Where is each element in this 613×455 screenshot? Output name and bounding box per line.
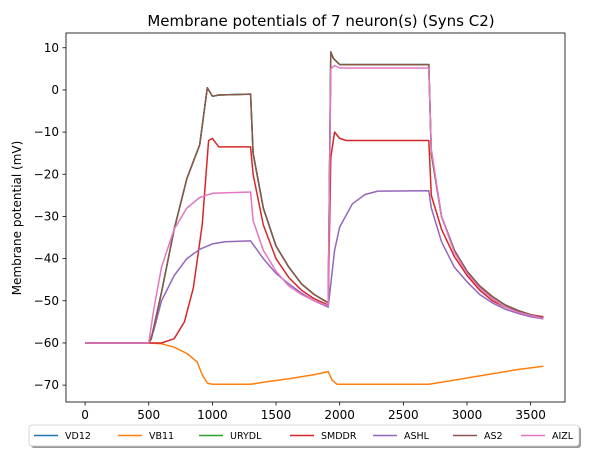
y-axis-label: Membrane potential (mV) <box>10 141 24 296</box>
x-tick-label: 0 <box>81 408 89 422</box>
x-tick-label: 1500 <box>261 408 292 422</box>
x-tick-label: 1000 <box>197 408 228 422</box>
y-tick-label: −30 <box>34 209 59 223</box>
legend-label: SMDDR <box>321 431 357 442</box>
series-line-3 <box>85 131 544 344</box>
x-tick-label: 2500 <box>388 408 419 422</box>
x-tick-label: 3500 <box>515 408 546 422</box>
legend-label: VB11 <box>149 431 174 442</box>
y-tick-label: −50 <box>34 294 59 308</box>
axes-frame <box>65 32 566 403</box>
y-tick-label: −60 <box>34 336 59 350</box>
series-line-6 <box>85 64 544 344</box>
plot-area: 0 500 1000 1500 2000 2500 3000 3500 −70 −60 −50 −40… <box>34 32 566 422</box>
legend-label: ASHL <box>404 431 430 442</box>
legend-label: VD12 <box>65 431 91 442</box>
x-tick-label: 500 <box>137 408 160 422</box>
y-tick-label: −70 <box>34 378 59 392</box>
series-line-5 <box>85 51 544 344</box>
legend-label: URYDL <box>230 431 262 442</box>
x-tick-label: 2000 <box>324 408 355 422</box>
series-line-4 <box>85 189 544 344</box>
x-tick-label: 3000 <box>452 408 483 422</box>
chart-title: Membrane potentials of 7 neuron(s) (Syns… <box>147 12 494 30</box>
y-tick-label: 0 <box>51 83 59 97</box>
legend: VD12 VB11 URYDL SMDDR ASHL AS2 AIZL <box>28 424 581 448</box>
y-tick-label: −10 <box>34 125 59 139</box>
y-tick-label: −20 <box>34 167 59 181</box>
legend-label: AS2 <box>484 431 503 442</box>
y-tick-label: 10 <box>44 41 59 55</box>
y-tick-label: −40 <box>34 252 59 266</box>
legend-label: AIZL <box>552 431 574 442</box>
series-line-1 <box>85 342 544 386</box>
